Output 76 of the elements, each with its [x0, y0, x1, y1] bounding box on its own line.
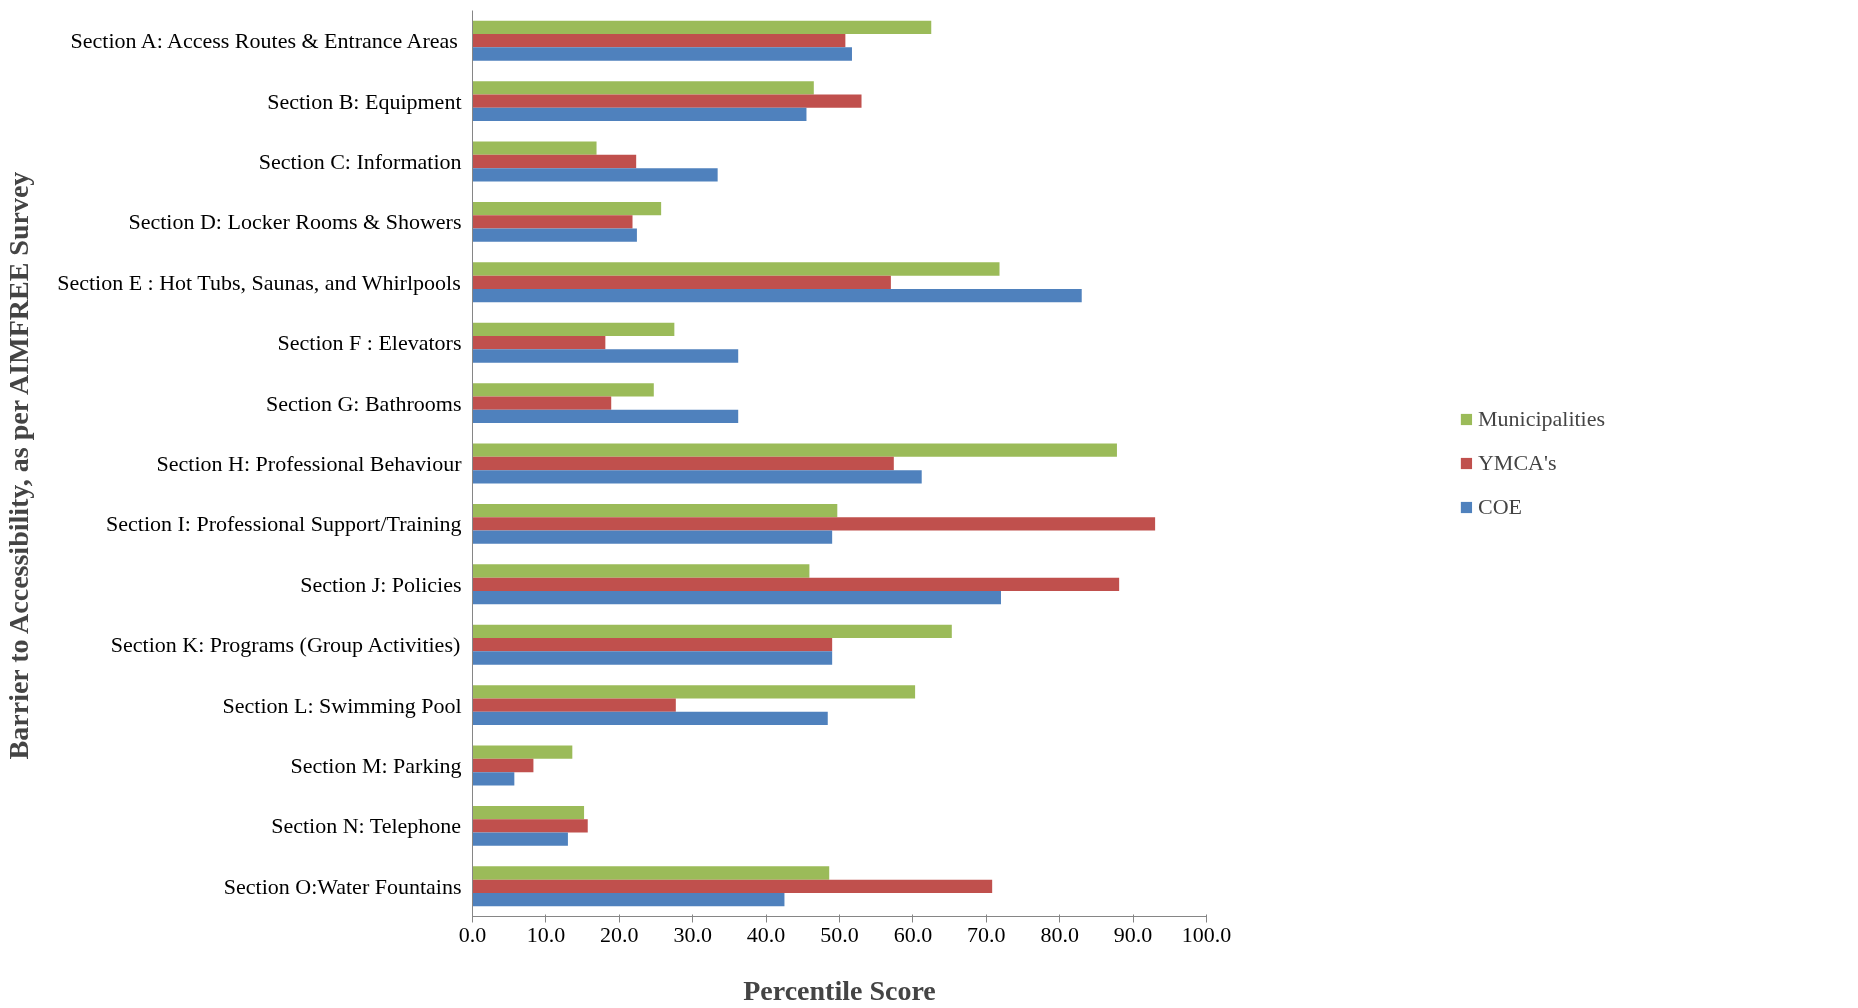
y-tick-label: Section E : Hot Tubs, Saunas, and Whirlpools — [57, 269, 461, 295]
y-tick-label: Section B: Equipment — [267, 88, 462, 114]
y-tick-label: Section L: Swimming Pool — [222, 692, 462, 718]
bar — [472, 866, 830, 880]
bar — [472, 20, 932, 35]
bar — [472, 832, 568, 846]
bar — [472, 396, 612, 410]
bar — [472, 745, 573, 759]
x-axis-title: Percentile Score — [743, 974, 936, 1006]
bar — [472, 215, 633, 229]
y-tick-label: Section I: Professional Support/Training — [106, 511, 462, 537]
x-tick-label: 10.0 — [526, 921, 566, 947]
bar — [472, 624, 952, 639]
bar — [472, 322, 675, 337]
x-tick-label: 60.0 — [893, 921, 933, 947]
bar — [472, 34, 846, 48]
bar — [472, 107, 807, 122]
bar — [472, 698, 676, 712]
bar — [472, 503, 838, 518]
y-tick-label: Section F : Elevators — [277, 330, 462, 356]
bar — [472, 564, 810, 578]
bar — [472, 805, 585, 820]
bar — [472, 577, 1120, 591]
bar — [472, 772, 515, 786]
y-tick-label: Section C: Information — [258, 149, 462, 174]
bar — [472, 711, 828, 726]
bar — [472, 201, 662, 216]
x-tick-label: 90.0 — [1113, 921, 1153, 947]
bar — [472, 590, 1001, 605]
y-tick-label: Section N: Telephone — [271, 813, 462, 839]
bar — [472, 81, 814, 95]
bar — [472, 47, 852, 61]
x-tick-label: 80.0 — [1040, 921, 1079, 947]
x-tick-label: 30.0 — [673, 921, 712, 947]
bar — [472, 443, 1117, 457]
legend-label: Municipalities — [1477, 406, 1606, 432]
x-tick-label: 0.0 — [458, 921, 487, 947]
y-tick-label: Section K: Programs (Group Activities) — [110, 632, 461, 658]
bar — [472, 758, 534, 773]
y-axis-title: Barrier to Accessibility, as per AIMFREE Survey — [3, 171, 35, 760]
legend-label: YMCA's — [1477, 450, 1557, 476]
x-tick-label: 100.0 — [1181, 921, 1232, 947]
bar — [472, 879, 993, 893]
x-tick-label: 50.0 — [820, 921, 859, 947]
bar — [472, 685, 916, 699]
x-tick-label: 40.0 — [746, 921, 786, 947]
x-tick-label: 20.0 — [600, 921, 639, 947]
bar — [472, 349, 739, 363]
y-tick-label: Section M: Parking — [290, 753, 462, 778]
bar — [472, 517, 1156, 531]
bar — [472, 336, 606, 350]
bar — [472, 456, 894, 471]
bar — [472, 819, 588, 833]
bar — [472, 141, 597, 155]
bar — [472, 154, 637, 169]
y-tick-label: Section D: Locker Rooms & Showers — [128, 209, 462, 235]
x-tick-label: 70.0 — [967, 921, 1006, 947]
bar — [472, 262, 1000, 276]
legend-label: COE — [1477, 494, 1522, 520]
bar — [472, 275, 891, 289]
bar — [472, 288, 1082, 303]
y-tick-label: Section G: Bathrooms — [265, 390, 462, 416]
bar — [472, 228, 637, 242]
y-tick-label: Section J: Policies — [300, 571, 462, 597]
bar — [472, 409, 739, 424]
bar — [472, 638, 833, 652]
bar — [472, 530, 833, 544]
y-tick-label: Section O:Water Fountains — [223, 873, 462, 899]
bar — [472, 168, 718, 182]
bar — [472, 383, 654, 397]
bar — [472, 470, 922, 484]
y-tick-label: Section A: Access Routes & Entrance Areas — [70, 28, 458, 54]
bar — [472, 94, 862, 108]
bar — [472, 892, 785, 907]
bar — [472, 651, 833, 665]
y-tick-label: Section H: Professional Behaviour — [156, 451, 463, 476]
